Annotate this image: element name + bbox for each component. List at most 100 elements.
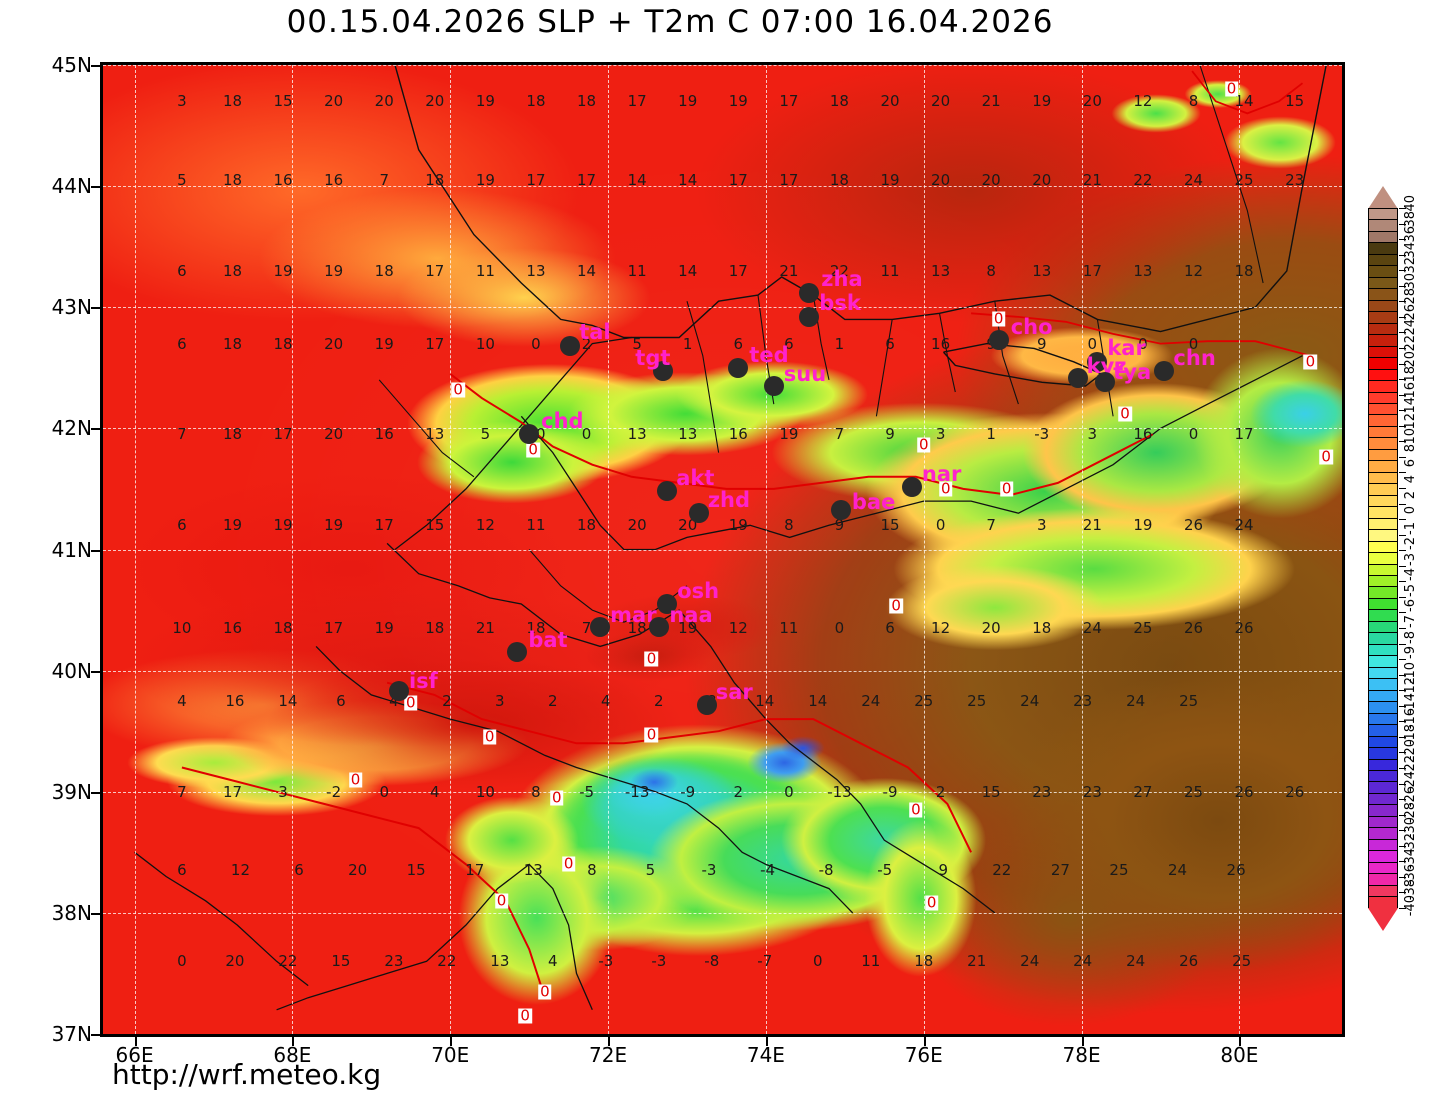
colorbar-tick xyxy=(1399,674,1406,676)
colorbar-tick xyxy=(1399,301,1406,303)
station-marker-isf[interactable] xyxy=(388,681,409,702)
gridpoint-temperature: 0 xyxy=(784,782,794,801)
x-axis-label: 72E xyxy=(589,1043,628,1067)
gridpoint-temperature: 1 xyxy=(682,334,693,353)
colorbar-cell xyxy=(1369,254,1397,267)
station-label-akt: akt xyxy=(676,466,715,491)
station-marker-mar[interactable] xyxy=(590,617,611,638)
station-marker-nar[interactable] xyxy=(901,476,922,497)
colorbar-cell xyxy=(1369,816,1397,829)
graticule-parallel xyxy=(103,791,1342,793)
y-axis-label: 37N xyxy=(51,1022,92,1046)
gridpoint-temperature: 18 xyxy=(829,171,849,190)
station-marker-zhd[interactable] xyxy=(688,503,709,524)
station-marker-tya[interactable] xyxy=(1095,372,1116,393)
gridpoint-temperature: 13 xyxy=(425,425,445,444)
colorbar-cell xyxy=(1369,461,1397,473)
colorbar-tick xyxy=(1399,612,1406,614)
gridpoint-temperature: -3 xyxy=(701,861,717,880)
gridpoint-temperature: 12 xyxy=(931,619,951,638)
colorbar-cell xyxy=(1369,518,1397,531)
gridpoint-temperature: 21 xyxy=(1082,171,1102,190)
gridpoint-temperature: 18 xyxy=(526,619,546,638)
gridpoint-temperature: 19 xyxy=(1133,516,1153,535)
gridpoint-temperature: 19 xyxy=(374,334,394,353)
station-marker-tal[interactable] xyxy=(560,336,581,356)
gridpoint-temperature: 19 xyxy=(374,619,394,638)
zero-contour-label: 0 xyxy=(348,770,363,789)
station-marker-osh[interactable] xyxy=(657,594,678,614)
colorbar-tick-label: 20 xyxy=(1403,350,1418,368)
y-axis-tick xyxy=(91,65,100,67)
station-marker-chd[interactable] xyxy=(519,424,540,445)
gridpoint-temperature: 3 xyxy=(1087,425,1098,444)
y-axis-label: 44N xyxy=(51,174,92,199)
x-axis-tick xyxy=(134,1037,137,1046)
colorbar-tick xyxy=(1399,239,1406,241)
station-label-zha: zha xyxy=(821,266,863,291)
station-label-bsk: bsk xyxy=(819,290,861,315)
station-marker-bat[interactable] xyxy=(507,642,528,663)
colorbar-tick-label: -2 xyxy=(1403,537,1418,551)
colorbar-cell xyxy=(1369,484,1397,496)
gridpoint-temperature: 12 xyxy=(728,619,748,638)
gridpoint-temperature: 20 xyxy=(981,171,1001,190)
gridpoint-temperature: 18 xyxy=(577,516,597,535)
gridpoint-temperature: 0 xyxy=(935,516,946,535)
colorbar-cell xyxy=(1369,530,1397,542)
gridpoint-temperature: 27 xyxy=(1050,861,1070,880)
gridpoint-temperature: 6 xyxy=(336,691,346,710)
colorbar-cell xyxy=(1369,828,1397,840)
gridpoint-temperature: 13 xyxy=(523,861,543,880)
colorbar-tick xyxy=(1399,285,1406,287)
x-axis-label: 78E xyxy=(1062,1043,1101,1067)
border-line xyxy=(181,766,546,999)
colorbar-tick xyxy=(1399,705,1406,707)
colorbar-tick-label: 34 xyxy=(1403,241,1418,259)
colorbar-tick-label: 12 xyxy=(1403,412,1418,430)
gridpoint-temperature: 12 xyxy=(1183,261,1204,280)
station-marker-kyz[interactable] xyxy=(1067,367,1088,388)
gridpoint-temperature: 0 xyxy=(1087,334,1098,353)
station-marker-kar[interactable] xyxy=(1087,351,1108,372)
colorbar-tick xyxy=(1399,534,1406,536)
colorbar-cell xyxy=(1369,438,1397,450)
gridpoint-temperature: 11 xyxy=(861,952,881,971)
colorbar-cell xyxy=(1369,862,1397,875)
station-marker-suu[interactable] xyxy=(763,375,784,396)
colorbar-cell xyxy=(1369,369,1397,382)
gridpoint-temperature: 18 xyxy=(829,92,849,111)
gridpoint-temperature: 1 xyxy=(986,425,996,444)
gridpoint-temperature: 24 xyxy=(1020,952,1040,971)
colorbar-tick-label: -3 xyxy=(1403,552,1418,566)
colorbar-cell xyxy=(1369,289,1397,301)
station-marker-akt[interactable] xyxy=(657,481,678,502)
gridpoint-temperature: 18 xyxy=(273,619,293,638)
colorbar-cell xyxy=(1369,633,1397,645)
gridpoint-temperature: 10 xyxy=(172,619,192,638)
gridpoint-temperature: 2 xyxy=(654,691,664,710)
gridpoint-temperature: 0 xyxy=(379,782,389,801)
y-axis-tick xyxy=(91,1034,100,1036)
colorbar-cell xyxy=(1369,713,1397,726)
station-marker-chn[interactable] xyxy=(1154,361,1175,382)
station-marker-tgt[interactable] xyxy=(653,361,674,382)
colorbar-tick xyxy=(1399,876,1406,878)
x-axis-tick xyxy=(923,1037,926,1046)
station-marker-cho[interactable] xyxy=(988,329,1009,350)
gridpoint-temperature: 6 xyxy=(784,334,794,353)
gridpoint-temperature: 13 xyxy=(490,952,510,971)
zero-contour-label: 0 xyxy=(549,788,564,807)
y-axis-label: 41N xyxy=(51,537,92,562)
gridpoint-temperature: 19 xyxy=(273,261,293,280)
station-marker-ted[interactable] xyxy=(728,357,749,378)
border-line xyxy=(378,379,475,478)
gridpoint-temperature: 0 xyxy=(1188,425,1199,444)
station-marker-bsk[interactable] xyxy=(799,306,820,327)
station-marker-naa[interactable] xyxy=(649,617,670,638)
station-marker-sar[interactable] xyxy=(696,694,717,715)
station-marker-zha[interactable] xyxy=(799,282,820,303)
colorbar-cell xyxy=(1369,885,1397,898)
station-marker-bae[interactable] xyxy=(830,499,851,520)
y-axis-label: 40N xyxy=(51,658,92,683)
